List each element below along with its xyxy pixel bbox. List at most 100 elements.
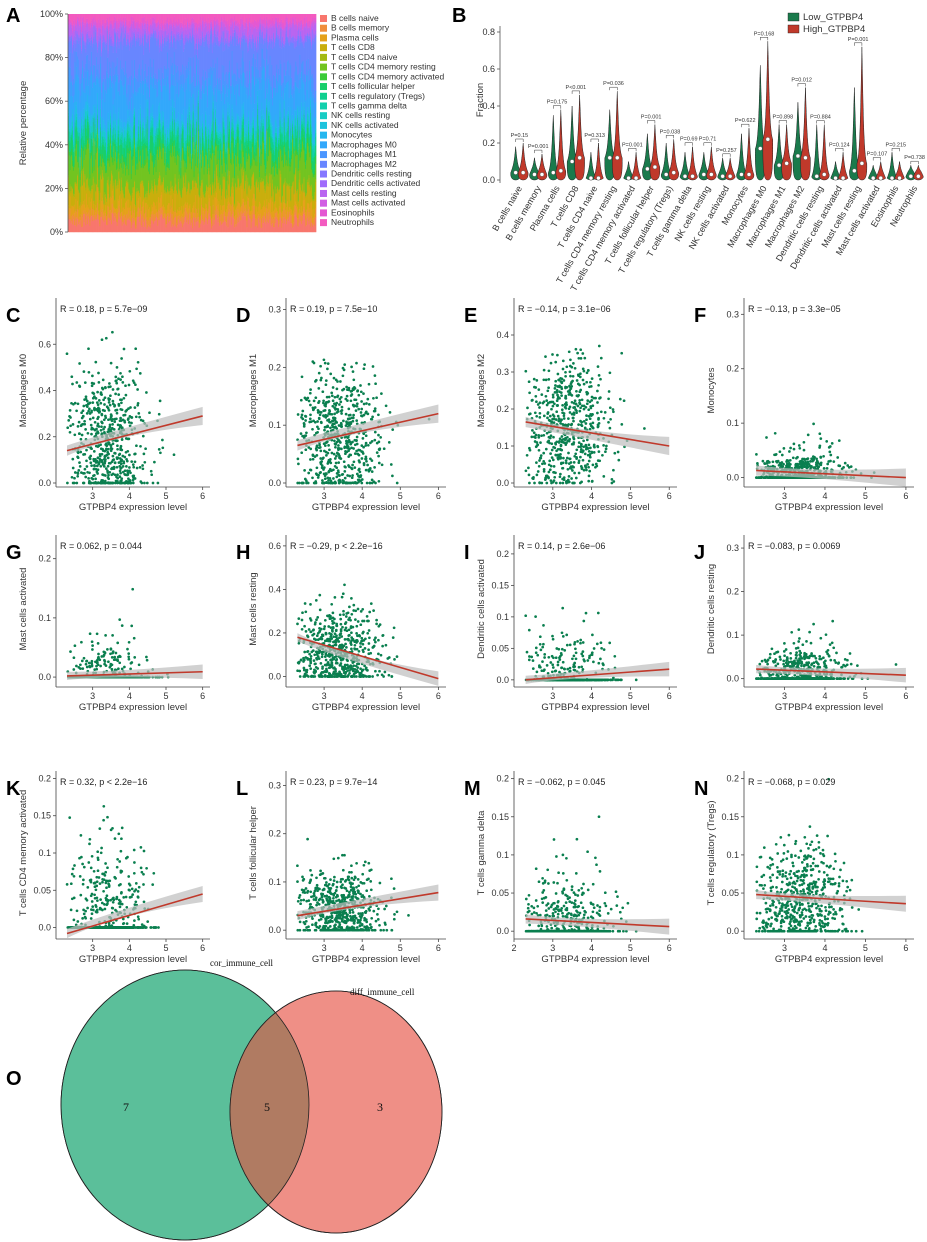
- area-slice-21: [186, 14, 188, 26]
- area-slice-13: [225, 93, 227, 134]
- area-slice-0: [197, 216, 199, 233]
- area-slice-3: [179, 192, 181, 211]
- area-slice-7: [219, 150, 221, 172]
- area-slice-10: [163, 120, 165, 123]
- area-slice-0: [87, 216, 90, 233]
- area-slice-18: [220, 21, 223, 36]
- area-slice-17: [225, 37, 227, 39]
- area-slice-17: [174, 34, 176, 38]
- area-slice-4: [92, 176, 94, 180]
- area-slice-10: [83, 135, 85, 142]
- area-slice-0: [117, 218, 119, 233]
- area-slice-0: [200, 223, 202, 233]
- area-slice-14: [253, 53, 255, 77]
- area-slice-20: [72, 20, 75, 25]
- area-slice-19: [115, 27, 118, 32]
- area-slice-21: [138, 14, 140, 21]
- area-slice-12: [162, 110, 164, 120]
- area-slice-6: [160, 142, 162, 150]
- area-slice-20: [96, 21, 98, 27]
- area-slice-12: [211, 121, 213, 125]
- area-slice-19: [170, 23, 172, 26]
- area-slice-8: [139, 123, 142, 127]
- area-slice-18: [251, 34, 253, 39]
- area-slice-2: [250, 210, 252, 220]
- area-slice-12: [120, 121, 123, 132]
- area-slice-6: [244, 167, 247, 172]
- area-slice-19: [119, 24, 121, 28]
- area-slice-16: [86, 34, 88, 42]
- area-slice-0: [120, 216, 123, 233]
- area-slice-14: [239, 67, 242, 80]
- area-slice-16: [101, 42, 104, 49]
- area-slice-15: [70, 41, 72, 83]
- area-slice-1: [230, 210, 232, 217]
- area-slice-6: [220, 158, 223, 166]
- area-slice-19: [224, 23, 226, 28]
- area-slice-12: [147, 98, 149, 102]
- area-slice-18: [96, 27, 98, 40]
- area-slice-10: [125, 136, 127, 141]
- area-slice-3: [91, 188, 94, 210]
- area-slice-17: [216, 30, 218, 32]
- area-slice-16: [135, 38, 137, 42]
- area-slice-17: [205, 34, 207, 37]
- area-slice-11: [242, 116, 244, 119]
- area-slice-15: [131, 39, 133, 61]
- area-slice-10: [134, 111, 136, 116]
- area-slice-15: [120, 41, 122, 61]
- area-slice-1: [228, 204, 230, 212]
- area-slice-12: [211, 109, 214, 118]
- area-slice-19: [68, 24, 71, 28]
- area-slice-6: [227, 140, 229, 148]
- area-slice-4: [192, 179, 195, 182]
- area-slice-14: [132, 92, 134, 114]
- area-slice-18: [120, 23, 123, 27]
- area-slice-0: [243, 212, 245, 233]
- area-slice-17: [220, 35, 223, 38]
- area-slice-16: [178, 35, 180, 41]
- area-slice-18: [203, 29, 205, 40]
- area-slice-7: [199, 171, 201, 181]
- area-slice-9: [69, 140, 71, 143]
- area-slice-21: [212, 14, 214, 20]
- area-slice-5: [230, 162, 232, 197]
- area-slice-0: [253, 214, 255, 233]
- area-slice-10: [127, 120, 129, 124]
- area-slice-21: [98, 14, 100, 19]
- area-slice-13: [77, 74, 79, 114]
- area-slice-11: [205, 114, 207, 121]
- area-slice-18: [190, 28, 192, 35]
- area-slice-5: [194, 149, 196, 181]
- area-slice-8: [85, 118, 87, 129]
- area-slice-10: [85, 111, 87, 118]
- area-slice-16: [165, 42, 167, 46]
- area-slice-7: [206, 159, 209, 169]
- area-slice-19: [145, 28, 147, 33]
- area-slice-3: [220, 199, 223, 211]
- area-slice-14: [211, 67, 213, 75]
- area-slice-20: [82, 16, 85, 22]
- area-slice-1: [117, 212, 119, 220]
- area-slice-3: [218, 182, 220, 202]
- area-slice-3: [172, 193, 175, 212]
- area-slice-15: [78, 40, 80, 70]
- area-slice-10: [120, 133, 122, 137]
- area-slice-7: [192, 122, 195, 137]
- area-slice-15: [156, 45, 158, 79]
- area-slice-17: [215, 33, 217, 37]
- area-slice-10: [159, 123, 161, 129]
- area-slice-6: [171, 154, 173, 158]
- area-slice-18: [240, 26, 242, 37]
- area-slice-2: [230, 203, 232, 211]
- area-slice-1: [81, 215, 83, 228]
- area-slice-18: [100, 28, 102, 34]
- area-slice-21: [133, 14, 135, 19]
- area-slice-21: [244, 14, 246, 22]
- area-slice-17: [83, 40, 85, 43]
- area-slice-9: [223, 126, 225, 130]
- area-slice-0: [241, 213, 243, 233]
- area-slice-21: [253, 14, 255, 23]
- area-slice-9: [101, 135, 104, 138]
- area-slice-19: [239, 26, 242, 31]
